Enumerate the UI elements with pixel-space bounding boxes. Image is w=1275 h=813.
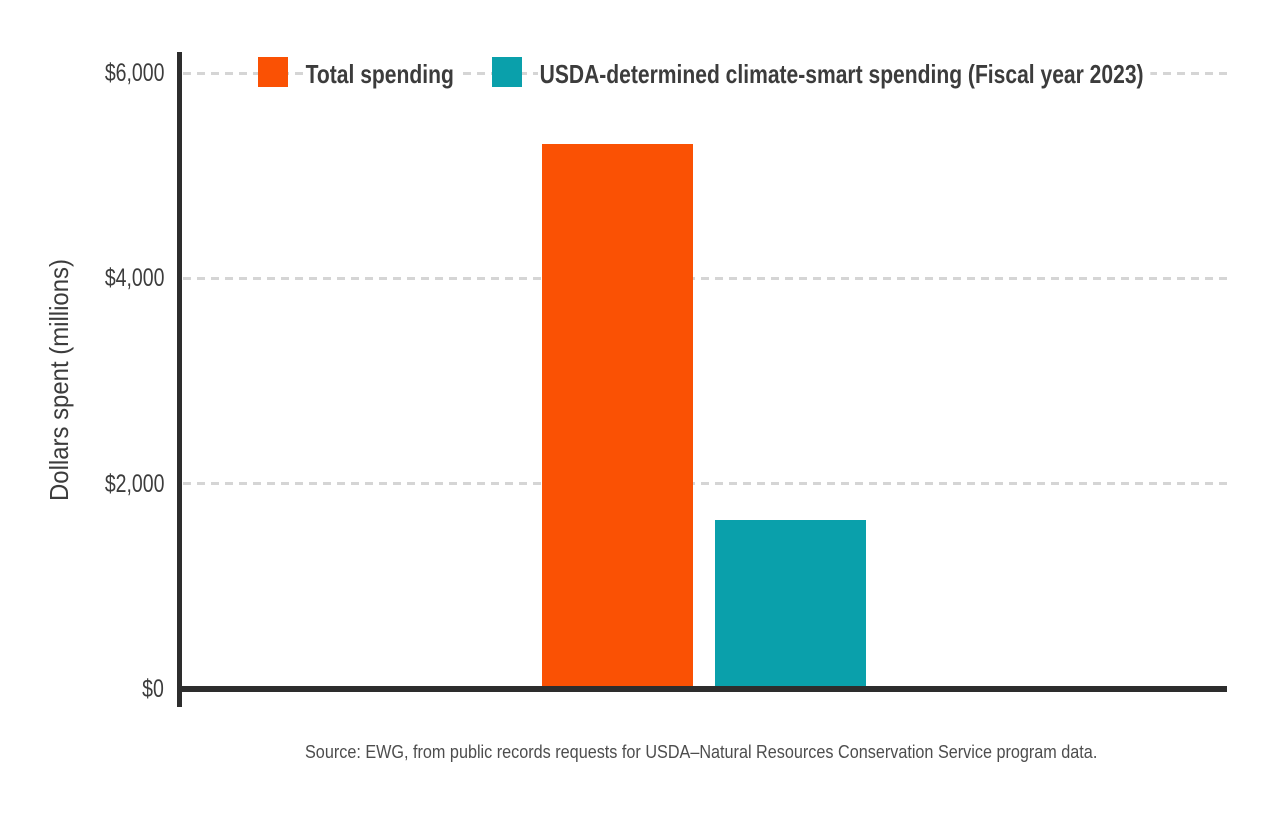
legend-item-usda-determined-climate: USDA-determined climate-smart spending (… bbox=[492, 56, 1275, 92]
legend-swatch-total-spending bbox=[258, 57, 288, 87]
y-axis-line bbox=[177, 52, 182, 707]
y-tick-label-4000: $4,000 bbox=[104, 264, 164, 293]
x-axis-line bbox=[177, 686, 1227, 692]
legend-swatch-usda-determined-climate bbox=[492, 57, 522, 87]
y-tick-label-2000: $2,000 bbox=[104, 469, 164, 498]
bar-total-spending bbox=[542, 143, 693, 689]
y-axis-title: Dollars spent (millions) bbox=[44, 259, 74, 501]
y-tick-label-0: $0 bbox=[142, 675, 164, 703]
legend-item-total-spending: Total spending bbox=[258, 56, 497, 92]
source-note: Source: EWG, from public records request… bbox=[305, 742, 1098, 762]
legend-label-usda-determined-climate: USDA-determined climate-smart spending (… bbox=[538, 56, 1151, 92]
bar-usda-determined-climate bbox=[715, 519, 866, 689]
y-tick-label-6000: $6,000 bbox=[104, 59, 164, 87]
gridline-2000 bbox=[183, 482, 1227, 486]
gridline-4000 bbox=[183, 276, 1227, 280]
legend-label-total-spending: Total spending bbox=[304, 56, 461, 92]
